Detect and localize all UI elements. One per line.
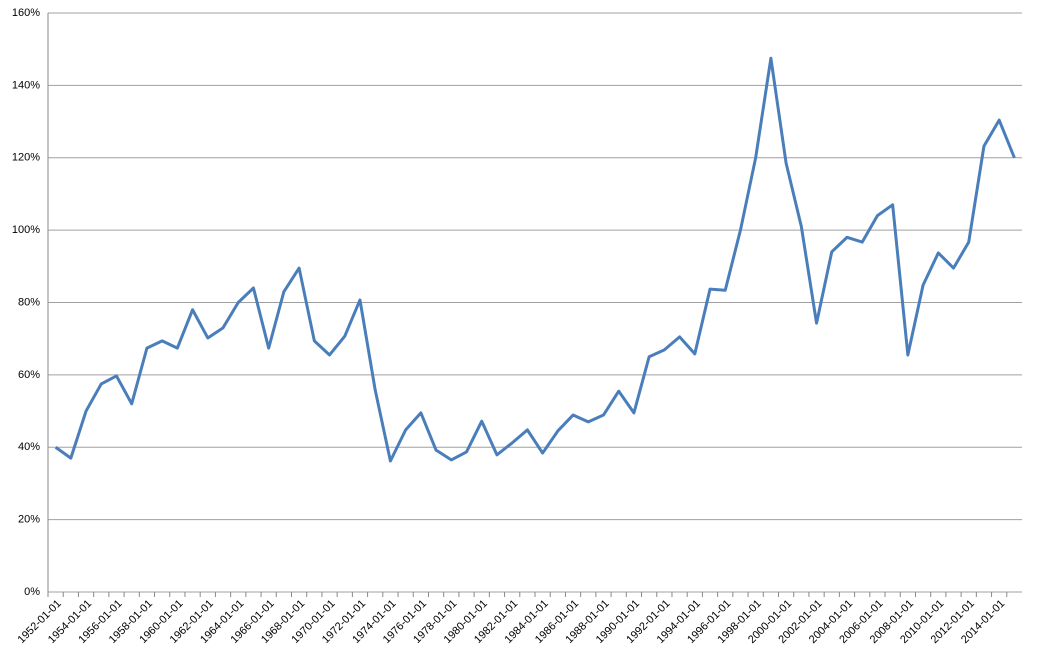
y-tick-label: 40%: [18, 441, 40, 453]
y-tick-label: 60%: [18, 369, 40, 381]
y-tick-label: 140%: [12, 79, 40, 91]
y-tick-label: 20%: [18, 514, 40, 526]
y-tick-label: 100%: [12, 224, 40, 236]
data-line: [54, 56, 1016, 463]
y-tick-label: 120%: [12, 152, 40, 164]
y-tick-label: 160%: [12, 7, 40, 19]
y-tick-label: 0%: [24, 586, 40, 598]
y-tick-label: 80%: [18, 296, 40, 308]
